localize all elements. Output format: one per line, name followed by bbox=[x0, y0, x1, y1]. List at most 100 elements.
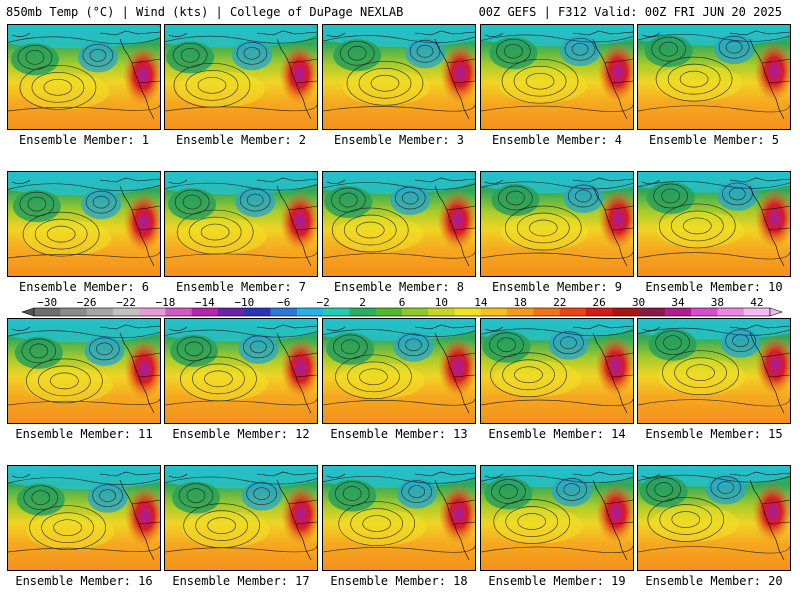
ensemble-map-panel bbox=[164, 318, 318, 424]
temperature-wind-map bbox=[165, 25, 317, 129]
colorbar-swatch bbox=[402, 308, 429, 316]
colorbar-swatch bbox=[323, 308, 350, 316]
temperature-wind-map bbox=[638, 319, 790, 423]
colorbar-tick-label: −26 bbox=[77, 298, 97, 309]
colorbar-tick-label: 38 bbox=[711, 298, 724, 309]
colorbar-swatch bbox=[691, 308, 718, 316]
colorbar-swatch bbox=[165, 308, 193, 316]
colorbar-tick-label: 14 bbox=[474, 298, 488, 309]
colorbar-tick-label: 22 bbox=[553, 298, 566, 309]
colorbar-swatch bbox=[612, 308, 639, 316]
colorbar-swatch bbox=[191, 308, 219, 316]
ensemble-member-label: Ensemble Member: 9 bbox=[491, 280, 623, 294]
run-valid-time: 00Z GEFS | F312 Valid: 00Z FRI JUN 20 20… bbox=[478, 5, 782, 19]
colorbar-svg: −30 −26 −22 −18 −14 −10 −6 −2 2 6 10 14 18 22 26 30 34 38… bbox=[21, 298, 783, 317]
temperature-wind-map bbox=[8, 466, 160, 570]
ensemble-member-label: Ensemble Member: 19 bbox=[488, 574, 626, 588]
ensemble-map-panel bbox=[480, 24, 634, 130]
colorbar-tick-label: −10 bbox=[234, 298, 254, 309]
colorbar-swatch bbox=[664, 308, 692, 316]
temperature-wind-map bbox=[481, 319, 633, 423]
colorbar-left-arrow bbox=[21, 307, 35, 317]
ensemble-map-panel bbox=[164, 24, 318, 130]
colorbar-tick-label: 42 bbox=[750, 298, 763, 309]
ensemble-map-panel bbox=[322, 465, 476, 571]
colorbar-tick-label: 26 bbox=[593, 298, 606, 309]
ensemble-map-panel bbox=[164, 465, 318, 571]
ensemble-map-panel bbox=[322, 318, 476, 424]
ensemble-map-panel bbox=[480, 465, 634, 571]
ensemble-map-panel bbox=[637, 24, 791, 130]
ensemble-member-label: Ensemble Member: 3 bbox=[333, 133, 465, 147]
ensemble-map-panel bbox=[322, 171, 476, 277]
colorbar-tick-label: −2 bbox=[317, 298, 330, 309]
colorbar-tick-label: −30 bbox=[37, 298, 57, 309]
ensemble-member-label: Ensemble Member: 17 bbox=[172, 574, 310, 588]
ensemble-member-label: Ensemble Member: 1 bbox=[18, 133, 150, 147]
temperature-wind-map bbox=[481, 466, 633, 570]
colorbar-swatch bbox=[533, 308, 561, 316]
header: 850mb Temp (°C) | Wind (kts) | College o… bbox=[0, 0, 800, 22]
ensemble-map-panel bbox=[7, 24, 161, 130]
product-title: 850mb Temp (°C) | Wind (kts) | College o… bbox=[6, 5, 404, 19]
ensemble-member-label: Ensemble Member: 13 bbox=[330, 427, 468, 441]
ensemble-map-panel bbox=[480, 171, 634, 277]
colorbar-tick-label: −18 bbox=[155, 298, 175, 309]
ensemble-map-panel bbox=[7, 171, 161, 277]
colorbar-swatch bbox=[638, 308, 666, 316]
temperature-wind-map bbox=[8, 25, 160, 129]
colorbar-tick-label: 10 bbox=[435, 298, 448, 309]
temperature-wind-map bbox=[165, 466, 317, 570]
ensemble-map-panel bbox=[7, 465, 161, 571]
temperature-wind-map bbox=[481, 25, 633, 129]
temperature-wind-map bbox=[638, 25, 790, 129]
temperature-wind-map bbox=[638, 172, 790, 276]
colorbar-swatch bbox=[507, 308, 534, 316]
ensemble-map-panel bbox=[637, 318, 791, 424]
colorbar-swatch bbox=[559, 308, 587, 316]
ensemble-map-panel bbox=[7, 318, 161, 424]
colorbar-swatch bbox=[586, 308, 613, 316]
temperature-wind-map bbox=[165, 319, 317, 423]
ensemble-member-label: Ensemble Member: 11 bbox=[15, 427, 153, 441]
ensemble-map-panel bbox=[164, 171, 318, 277]
colorbar-swatch bbox=[454, 308, 482, 316]
ensemble-member-label: Ensemble Member: 6 bbox=[18, 280, 150, 294]
ensemble-map-panel bbox=[637, 465, 791, 571]
temperature-wind-map bbox=[638, 466, 790, 570]
ensemble-map-panel bbox=[480, 318, 634, 424]
colorbar-tick-label: 2 bbox=[359, 298, 366, 309]
ensemble-member-label: Ensemble Member: 10 bbox=[645, 280, 783, 294]
temperature-wind-map bbox=[323, 25, 475, 129]
ensemble-member-label: Ensemble Member: 2 bbox=[175, 133, 307, 147]
colorbar-tick-label: 6 bbox=[399, 298, 406, 309]
temperature-wind-map bbox=[323, 172, 475, 276]
temperature-wind-map bbox=[481, 172, 633, 276]
colorbar-tick-label: −14 bbox=[195, 298, 215, 309]
temperature-colorbar: −30 −26 −22 −18 −14 −10 −6 −2 2 6 10 14 18 22 26 30 34 38… bbox=[20, 298, 784, 320]
colorbar-swatch bbox=[717, 308, 745, 316]
ensemble-member-label: Ensemble Member: 7 bbox=[175, 280, 307, 294]
colorbar-swatch bbox=[60, 308, 87, 316]
ensemble-member-label: Ensemble Member: 18 bbox=[330, 574, 468, 588]
temperature-wind-map bbox=[323, 319, 475, 423]
temperature-wind-map bbox=[8, 172, 160, 276]
ensemble-member-label: Ensemble Member: 8 bbox=[333, 280, 465, 294]
colorbar-tick-label: −6 bbox=[277, 298, 290, 309]
colorbar-tick-label: −22 bbox=[116, 298, 136, 309]
colorbar-swatch bbox=[270, 308, 298, 316]
colorbar-tick-label: 18 bbox=[514, 298, 527, 309]
colorbar-swatch bbox=[349, 308, 377, 316]
ensemble-map-panel bbox=[322, 24, 476, 130]
ensemble-map-panel bbox=[637, 171, 791, 277]
temperature-wind-map bbox=[323, 466, 475, 570]
temperature-wind-map bbox=[165, 172, 317, 276]
ensemble-member-label: Ensemble Member: 5 bbox=[648, 133, 780, 147]
colorbar-swatch bbox=[34, 308, 61, 316]
temperature-wind-map bbox=[8, 319, 160, 423]
colorbar-swatch bbox=[139, 308, 166, 316]
colorbar-swatch bbox=[218, 308, 245, 316]
colorbar-swatch bbox=[375, 308, 403, 316]
colorbar-swatch bbox=[244, 308, 271, 316]
ensemble-member-label: Ensemble Member: 20 bbox=[645, 574, 783, 588]
